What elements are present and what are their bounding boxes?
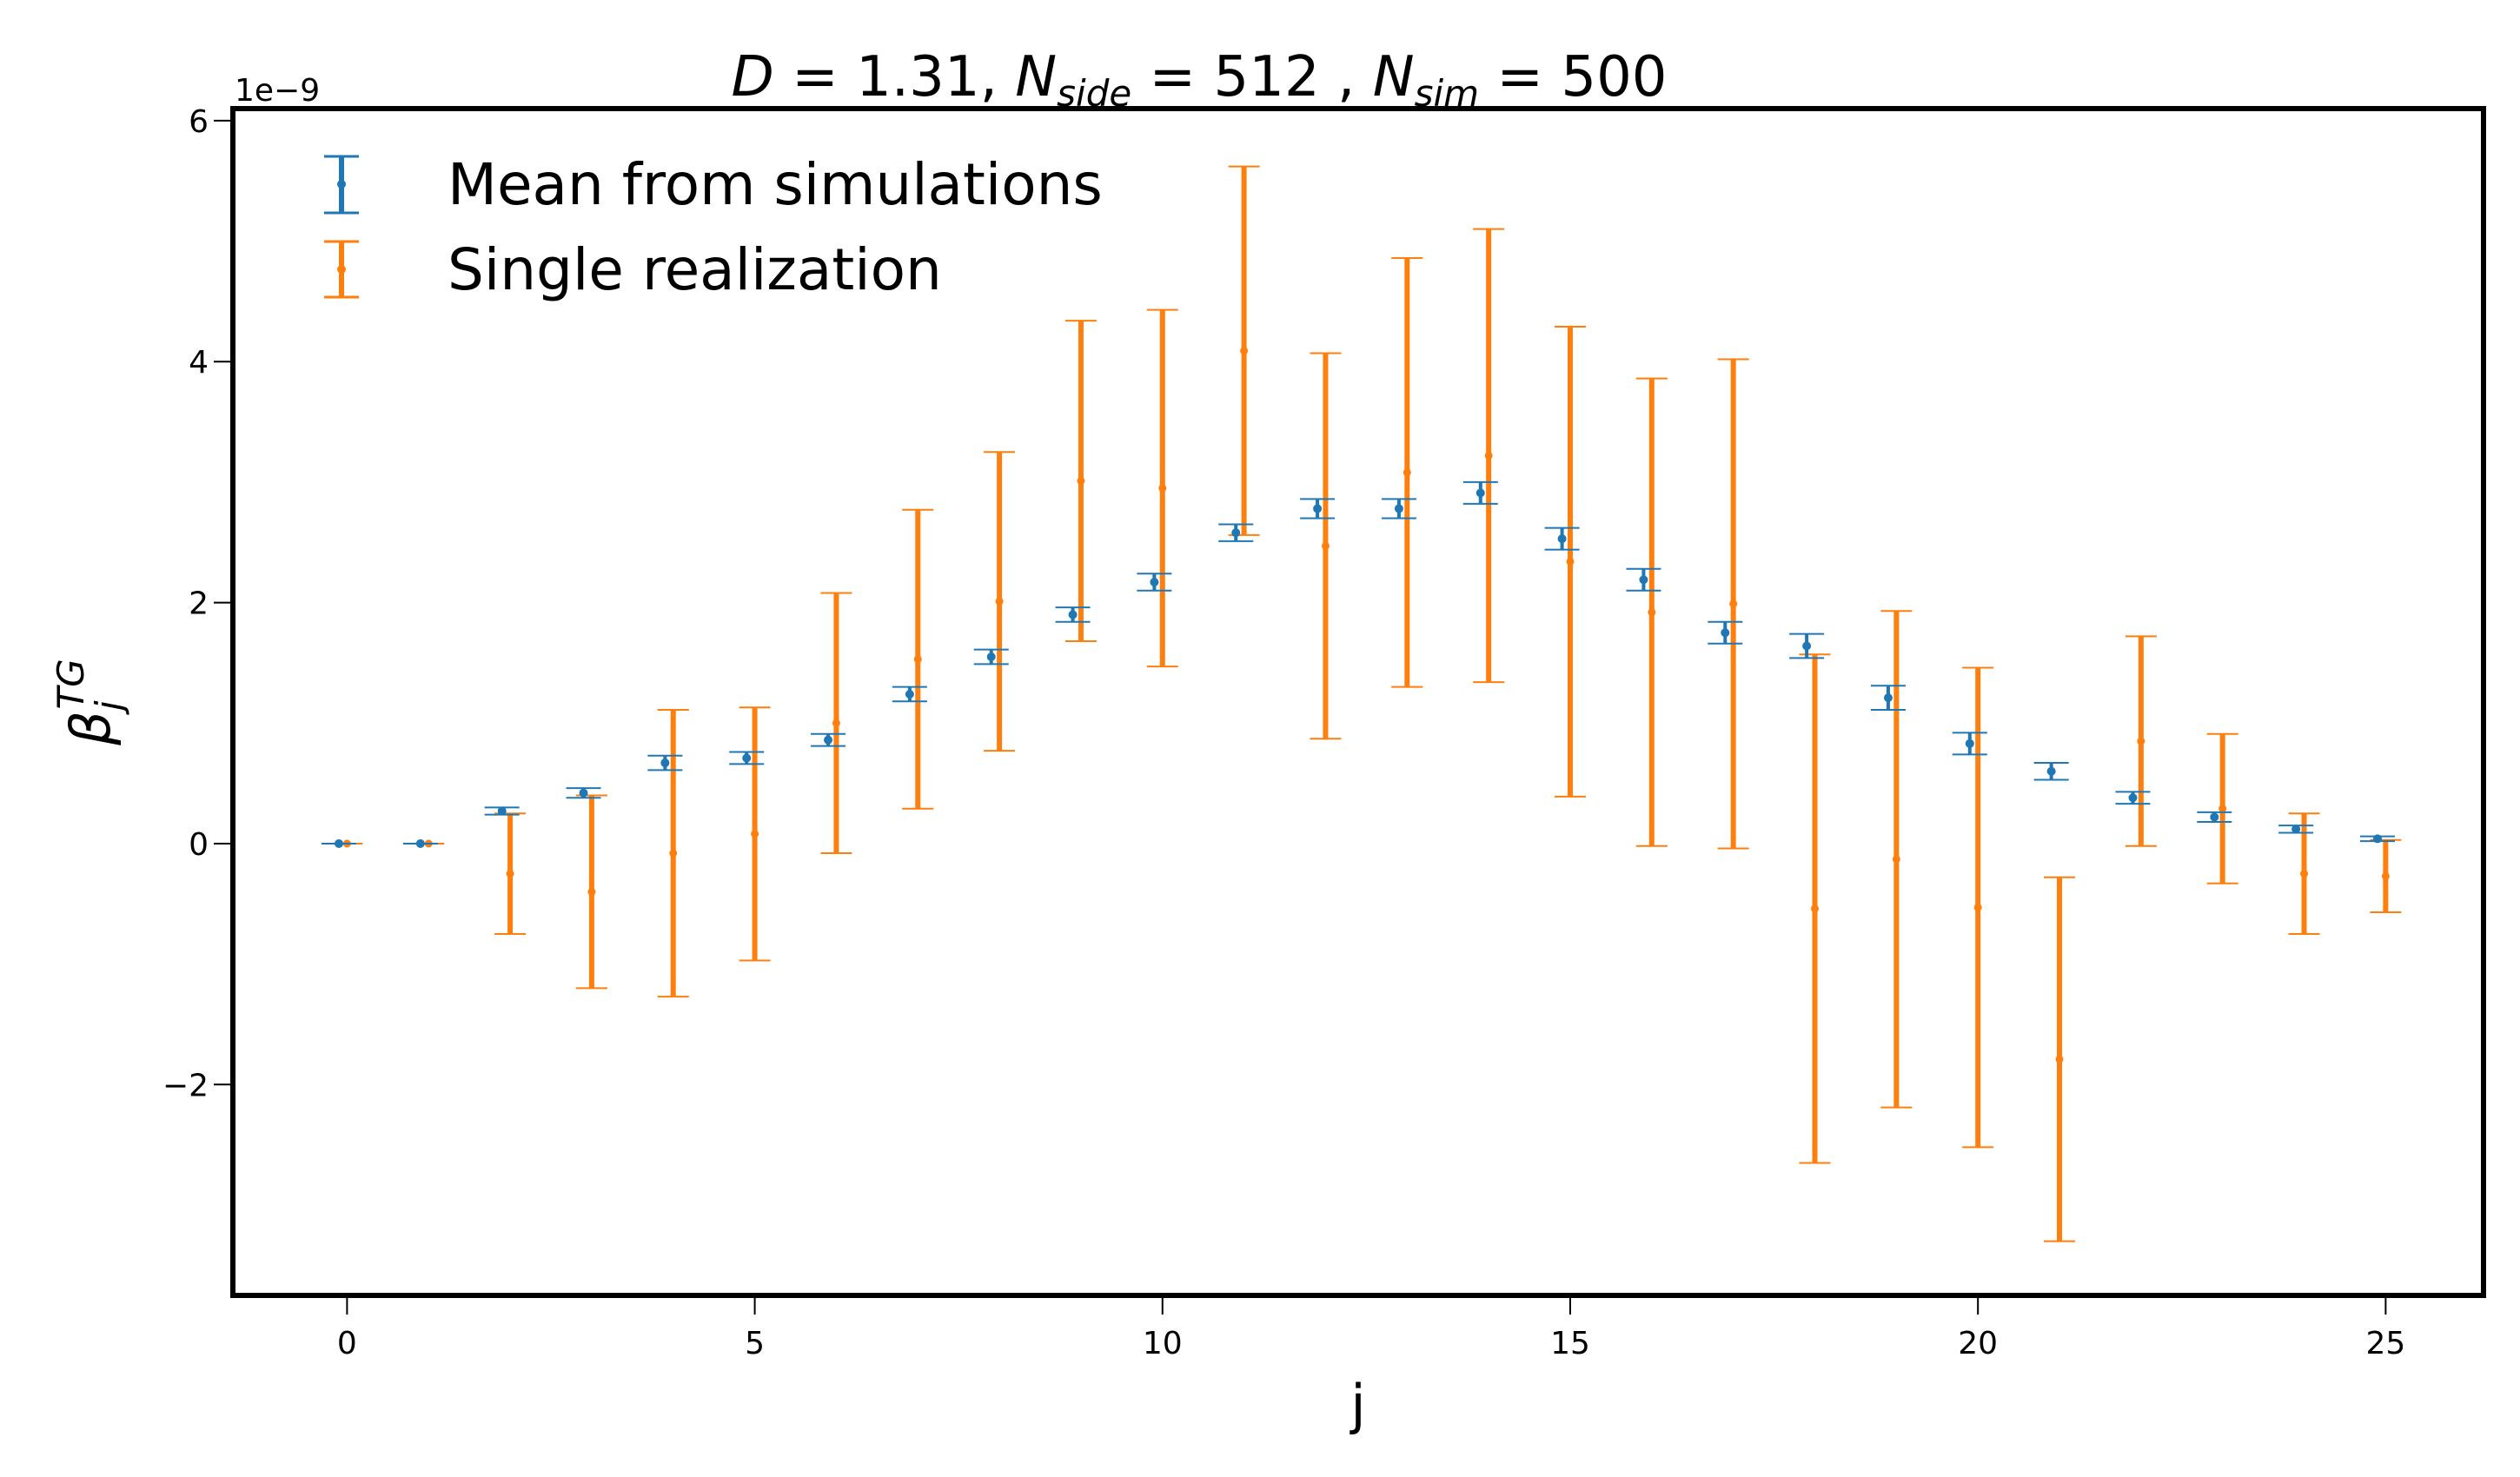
- data-point: [1484, 451, 1493, 460]
- data-point: [587, 887, 596, 896]
- data-point: [1892, 855, 1900, 864]
- data-point: [2210, 812, 2219, 822]
- data-point: [1566, 557, 1575, 566]
- data-point: [1150, 578, 1159, 587]
- data-point: [742, 753, 752, 763]
- data-point: [1476, 488, 1485, 498]
- y-tick-label: 0: [189, 827, 209, 863]
- data-point: [1557, 534, 1567, 544]
- x-tick-label: 20: [1958, 1326, 1998, 1361]
- data-point: [1973, 903, 1982, 911]
- data-point: [1965, 738, 1974, 748]
- y-tick-label: 6: [189, 104, 209, 140]
- data-point: [913, 655, 922, 664]
- data-point: [1394, 504, 1403, 513]
- data-point: [824, 735, 833, 745]
- y-tick-label: 2: [189, 586, 209, 622]
- data-point: [1721, 628, 1730, 638]
- legend-marker-mean: [324, 155, 359, 215]
- data-point: [334, 838, 343, 848]
- x-tick-label: 15: [1550, 1326, 1590, 1361]
- x-tick-label: 5: [745, 1326, 765, 1361]
- data-point: [1811, 904, 1820, 913]
- data-point: [832, 719, 840, 727]
- legend-marker-single: [324, 240, 359, 299]
- data-point: [2128, 793, 2138, 803]
- data-point: [579, 788, 588, 798]
- data-point: [1231, 528, 1241, 538]
- x-tick-label: 25: [2365, 1326, 2405, 1361]
- data-point: [2300, 870, 2309, 878]
- data-point: [2291, 825, 2301, 834]
- data-point: [2381, 871, 2390, 880]
- data-point: [1403, 468, 1411, 477]
- series-mean-from-simulations: [321, 480, 2396, 848]
- data-point: [1729, 599, 1738, 608]
- legend-label-single: Single realization: [448, 236, 942, 303]
- x-tick-label: 0: [337, 1326, 357, 1361]
- data-point: [497, 806, 507, 816]
- data-point: [1313, 504, 1323, 513]
- data-point: [1639, 575, 1648, 585]
- data-point: [669, 849, 678, 858]
- x-axis-label: j: [1349, 1373, 1365, 1436]
- data-point: [995, 597, 1004, 606]
- data-point: [2137, 737, 2145, 745]
- data-point: [2218, 805, 2227, 813]
- data-point: [415, 838, 425, 848]
- data-point: [986, 652, 996, 661]
- y-axis-label: βjTG: [50, 659, 130, 745]
- data-point: [1321, 541, 1330, 550]
- plot-area: [321, 165, 2402, 1242]
- legend: Mean from simulations Single realization: [324, 151, 1103, 303]
- data-point: [1648, 608, 1656, 617]
- data-point: [751, 830, 759, 838]
- x-tick-label: 10: [1143, 1326, 1183, 1361]
- data-point: [1077, 477, 1085, 486]
- y-tick-label: −2: [162, 1068, 209, 1103]
- data-point: [2373, 834, 2383, 844]
- y-tick-label: 4: [189, 345, 209, 381]
- y-offset-text: 1e−9: [235, 73, 320, 109]
- data-point: [1158, 484, 1167, 493]
- chart-title: D = 1.31, Nside = 512 , Nsim = 500: [731, 45, 1667, 115]
- axis-ticks: −2 0 2 4 6 0 5 10 15 20 25: [162, 104, 2405, 1361]
- legend-label-mean: Mean from simulations: [448, 151, 1103, 218]
- series-single-realization: [331, 165, 2402, 1242]
- data-point: [1240, 347, 1249, 355]
- data-point: [905, 689, 914, 699]
- data-point: [2046, 766, 2056, 776]
- data-point: [2055, 1055, 2064, 1063]
- axes-frame: [230, 106, 2486, 1298]
- data-point: [506, 870, 514, 878]
- data-point: [1068, 610, 1078, 619]
- data-point: [1802, 641, 1812, 651]
- data-point: [1883, 693, 1893, 703]
- data-point: [660, 758, 670, 768]
